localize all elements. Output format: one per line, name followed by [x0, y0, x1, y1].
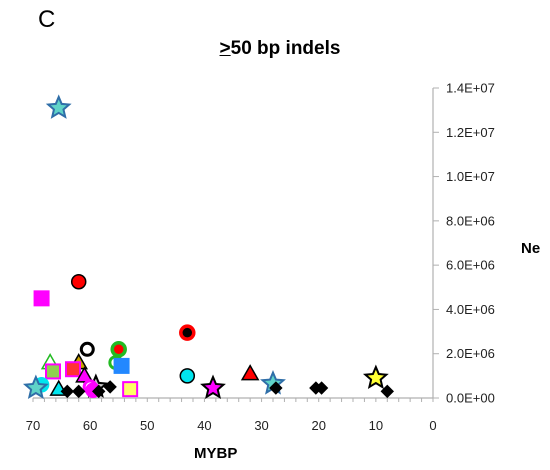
- y-axis-label: Ne: [521, 240, 541, 257]
- y-tick-label: 2.0E+06: [446, 346, 495, 361]
- y-tick-label: 4.0E+06: [446, 302, 495, 317]
- data-point-circle-dot: [179, 324, 196, 341]
- data-point-star: [22, 374, 49, 400]
- chart-title-underlined: >: [219, 38, 231, 59]
- data-point-square: [33, 290, 50, 307]
- data-point-triangle: [75, 366, 94, 383]
- data-point-diamond: [380, 384, 394, 399]
- x-tick-label: 60: [83, 418, 97, 433]
- data-point-star: [362, 364, 389, 390]
- x-tick-label: 50: [140, 418, 154, 433]
- data-point-diamond: [60, 384, 74, 399]
- data-point-circle: [70, 274, 87, 290]
- y-tick-label: 0.0E+00: [446, 391, 495, 406]
- x-tick-label: 30: [254, 418, 268, 433]
- data-point-diamond: [72, 384, 86, 399]
- data-point-diamond: [92, 384, 106, 399]
- x-tick-label: 0: [429, 418, 436, 433]
- y-tick-label: 1.4E+07: [446, 81, 495, 96]
- x-tick-label: 40: [197, 418, 211, 433]
- data-point-star: [45, 94, 72, 119]
- data-point-diamond: [314, 381, 329, 395]
- x-tick-label: 70: [26, 418, 40, 433]
- x-axis-label: MYBP: [194, 445, 238, 462]
- data-point-diamond: [103, 380, 117, 394]
- x-tick-label: 10: [369, 418, 383, 433]
- data-point-circle-dot: [110, 341, 127, 358]
- data-point-square: [65, 361, 81, 378]
- data-point-square: [113, 357, 130, 374]
- y-tick-label: 1.0E+07: [446, 169, 495, 184]
- data-point-ring: [79, 341, 95, 357]
- data-point-square: [122, 381, 139, 398]
- chart-title: >50 bp indels: [0, 38, 550, 60]
- panel-letter: C: [38, 6, 56, 33]
- data-point-diamond: [269, 381, 283, 395]
- x-tick-label: 20: [311, 418, 325, 433]
- y-tick-label: 6.0E+06: [446, 258, 495, 273]
- y-tick-label: 1.2E+07: [446, 125, 495, 140]
- data-point-square: [45, 363, 61, 380]
- chart-title-rest: 50 bp indels: [230, 38, 341, 59]
- data-point-star: [200, 374, 226, 400]
- data-point-triangle: [240, 364, 260, 381]
- data-point-circle: [179, 368, 196, 384]
- y-tick-label: 8.0E+06: [446, 213, 495, 228]
